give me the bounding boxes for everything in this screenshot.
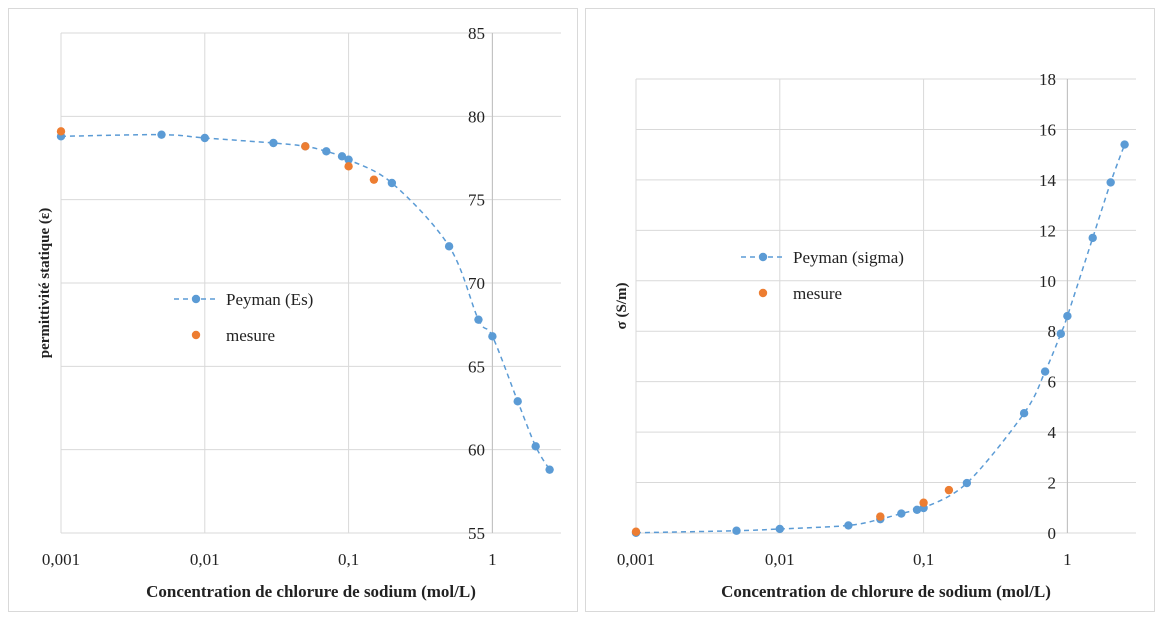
y-tick-label: 55 [468,524,485,543]
data-point [775,524,784,534]
data-point [631,527,641,536]
data-point [1063,311,1072,321]
x-axis-title: Concentration de chlorure de sodium (mol… [721,582,1051,601]
data-point [56,127,66,136]
y-tick-label: 70 [468,274,485,293]
legend: Peyman (sigma) mesure [741,248,904,303]
chart-panel-permittivity: 55 60 65 70 75 80 85 0,001 0,01 0,1 1 Concentration… [8,8,578,612]
x-tick-label: 1 [1063,550,1072,569]
data-point [344,155,353,164]
y-axis-title: σ (S/m) [614,283,630,330]
legend: Peyman (Es) mesure [174,290,313,345]
y-tick-label: 2 [1048,474,1057,493]
y-tick-label: 6 [1048,373,1057,392]
data-point [1120,140,1129,149]
data-point [545,465,554,474]
legend-marker [191,294,201,304]
x-tick-label: 0,1 [338,550,359,569]
data-point [876,512,885,521]
y-tick-label: 16 [1039,120,1056,139]
y-tick-label: 65 [468,357,485,376]
data-point [732,526,741,535]
data-point [1106,178,1115,187]
data-point [269,138,278,148]
data-point [337,152,347,161]
legend-marker [758,288,768,298]
legend-label: Peyman (sigma) [793,248,904,267]
y-tick-label: 8 [1048,322,1057,341]
data-point [200,133,209,143]
data-point [944,485,954,495]
y-tick-label: 75 [468,191,485,210]
data-point [387,178,397,188]
series-line [635,144,1126,534]
data-point [1040,367,1050,376]
data-point [1019,408,1029,418]
y-tick-label: 14 [1039,171,1057,190]
data-point [513,397,522,406]
legend-label: Peyman (Es) [226,290,313,309]
legend-label: mesure [793,284,842,303]
data-point [301,142,310,151]
data-point [444,242,454,251]
data-point [1088,233,1097,243]
x-tick-label: 0,1 [913,550,934,569]
chart-permittivity: 55 60 65 70 75 80 85 0,001 0,01 0,1 1 Concentration… [37,24,561,601]
legend-marker [758,252,768,262]
y-tick-label: 10 [1039,272,1056,291]
chart-panel-conductivity: 0 2 4 6 8 10 12 14 16 18 0,001 0,01 0,1 1 Concentratio… [585,8,1155,612]
y-tick-label: 4 [1048,423,1057,442]
data-point [344,162,353,171]
data-point [912,505,922,514]
y-tick-label: 80 [468,107,485,126]
y-tick-label: 60 [468,441,485,460]
data-point [531,442,540,451]
data-point [322,147,331,156]
x-axis-title: Concentration de chlorure de sodium (mol… [146,582,476,601]
data-point [919,498,928,507]
data-point [157,130,166,139]
data-point [1056,329,1066,338]
y-tick-label: 0 [1048,524,1057,543]
x-tick-label: 0,001 [42,550,80,569]
x-tick-label: 0,001 [617,550,655,569]
legend-label: mesure [226,326,275,345]
y-tick-label: 18 [1039,70,1056,89]
x-tick-label: 0,01 [765,550,795,569]
data-point [962,478,972,488]
data-point [844,521,853,530]
chart-conductivity: 0 2 4 6 8 10 12 14 16 18 0,001 0,01 0,1 1 Concentratio… [614,70,1136,601]
x-tick-label: 0,01 [190,550,220,569]
x-tick-label: 1 [488,550,497,569]
y-tick-label: 85 [468,24,485,43]
data-point [474,315,483,324]
y-tick-label: 12 [1039,221,1056,240]
data-point [369,175,379,184]
data-point [897,509,906,518]
data-point [488,332,497,341]
y-axis-title: permittivité statique (ε) [37,208,53,359]
legend-marker [191,330,201,340]
